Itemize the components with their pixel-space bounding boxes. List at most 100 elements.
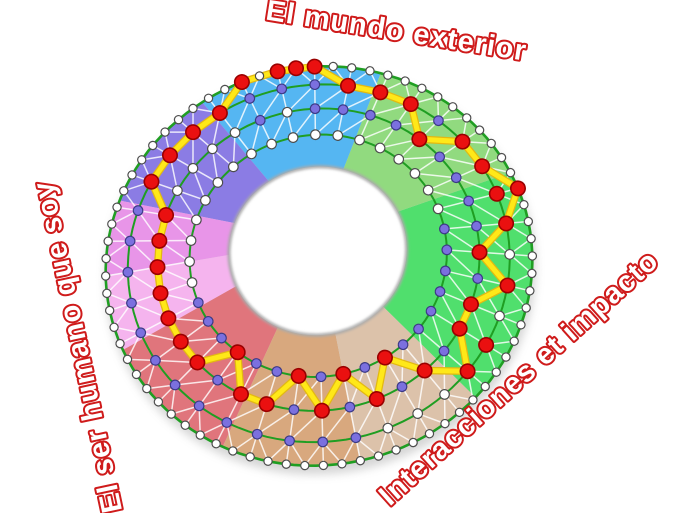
- node-purple[interactable]: [434, 151, 446, 163]
- node-red[interactable]: [372, 84, 389, 101]
- node-purple[interactable]: [471, 220, 482, 232]
- node-red[interactable]: [290, 367, 307, 384]
- node-white[interactable]: [220, 84, 230, 95]
- node-white[interactable]: [246, 148, 257, 160]
- node-purple[interactable]: [441, 244, 453, 256]
- node-white[interactable]: [137, 155, 147, 165]
- node-red[interactable]: [258, 396, 275, 413]
- node-white[interactable]: [228, 446, 238, 456]
- node-white[interactable]: [373, 451, 384, 461]
- node-purple[interactable]: [122, 266, 134, 278]
- node-white[interactable]: [104, 305, 115, 316]
- node-white[interactable]: [523, 216, 534, 227]
- node-white[interactable]: [496, 152, 507, 163]
- node-white[interactable]: [188, 103, 198, 114]
- node-red[interactable]: [233, 73, 250, 91]
- node-purple[interactable]: [169, 379, 181, 391]
- node-purple[interactable]: [288, 404, 300, 416]
- node-white[interactable]: [391, 445, 401, 455]
- node-purple[interactable]: [396, 381, 408, 393]
- node-white[interactable]: [112, 202, 122, 212]
- node-purple[interactable]: [276, 83, 288, 95]
- node-white[interactable]: [200, 194, 211, 206]
- node-purple[interactable]: [251, 428, 263, 440]
- node-white[interactable]: [328, 61, 338, 72]
- node-white[interactable]: [383, 70, 393, 80]
- node-purple[interactable]: [439, 265, 451, 277]
- node-white[interactable]: [153, 397, 164, 407]
- node-white[interactable]: [254, 71, 265, 81]
- node-purple[interactable]: [271, 366, 283, 377]
- node-white[interactable]: [318, 460, 329, 471]
- node-purple[interactable]: [126, 297, 137, 309]
- node-purple[interactable]: [364, 109, 376, 121]
- node-white[interactable]: [525, 286, 535, 296]
- node-purple[interactable]: [150, 354, 161, 366]
- node-white[interactable]: [347, 63, 357, 73]
- node-white[interactable]: [501, 352, 511, 362]
- node-white[interactable]: [131, 369, 142, 380]
- node-white[interactable]: [184, 256, 195, 268]
- node-white[interactable]: [422, 184, 434, 196]
- node-white[interactable]: [245, 452, 255, 462]
- node-white[interactable]: [127, 170, 137, 180]
- node-purple[interactable]: [216, 332, 227, 344]
- node-white[interactable]: [424, 428, 435, 439]
- node-white[interactable]: [203, 93, 214, 104]
- node-white[interactable]: [212, 177, 224, 188]
- node-purple[interactable]: [202, 315, 214, 327]
- node-red[interactable]: [451, 320, 468, 337]
- node-purple[interactable]: [413, 323, 424, 335]
- node-red[interactable]: [368, 390, 385, 407]
- node-white[interactable]: [281, 459, 291, 469]
- node-white[interactable]: [448, 102, 458, 112]
- node-purple[interactable]: [212, 374, 224, 386]
- node-white[interactable]: [382, 422, 394, 434]
- node-purple[interactable]: [472, 273, 484, 284]
- node-white[interactable]: [180, 420, 190, 430]
- node-white[interactable]: [101, 253, 111, 264]
- node-white[interactable]: [109, 322, 119, 332]
- sector-violet[interactable]: [91, 178, 241, 281]
- node-purple[interactable]: [309, 103, 321, 115]
- node-purple[interactable]: [193, 400, 205, 412]
- node-white[interactable]: [332, 130, 344, 141]
- node-purple[interactable]: [132, 205, 144, 216]
- node-purple[interactable]: [315, 371, 327, 383]
- node-red[interactable]: [287, 60, 305, 77]
- node-white[interactable]: [516, 320, 526, 330]
- node-red[interactable]: [488, 185, 505, 202]
- node-white[interactable]: [186, 277, 198, 288]
- node-white[interactable]: [417, 83, 427, 93]
- node-white[interactable]: [287, 132, 299, 143]
- node-white[interactable]: [409, 168, 421, 179]
- node-red[interactable]: [269, 63, 286, 80]
- node-white[interactable]: [187, 162, 199, 174]
- node-white[interactable]: [505, 167, 516, 178]
- node-white[interactable]: [266, 138, 277, 150]
- node-purple[interactable]: [221, 417, 233, 428]
- node-white[interactable]: [504, 248, 516, 260]
- node-red[interactable]: [149, 259, 166, 276]
- node-purple[interactable]: [244, 93, 256, 104]
- node-red[interactable]: [376, 349, 393, 366]
- node-white[interactable]: [119, 186, 129, 196]
- node-white[interactable]: [480, 381, 490, 392]
- node-red[interactable]: [416, 362, 433, 379]
- node-white[interactable]: [412, 408, 424, 419]
- node-purple[interactable]: [438, 345, 450, 357]
- node-red[interactable]: [160, 310, 177, 327]
- node-white[interactable]: [527, 251, 538, 261]
- node-white[interactable]: [526, 233, 536, 244]
- node-white[interactable]: [509, 336, 519, 346]
- node-purple[interactable]: [284, 435, 295, 447]
- node-white[interactable]: [173, 114, 184, 125]
- node-red[interactable]: [459, 363, 476, 380]
- node-white[interactable]: [494, 310, 505, 322]
- node-red[interactable]: [339, 77, 357, 94]
- node-purple[interactable]: [359, 362, 371, 373]
- node-white[interactable]: [454, 407, 465, 418]
- node-red[interactable]: [161, 147, 178, 164]
- node-purple[interactable]: [250, 358, 262, 369]
- node-white[interactable]: [211, 439, 221, 449]
